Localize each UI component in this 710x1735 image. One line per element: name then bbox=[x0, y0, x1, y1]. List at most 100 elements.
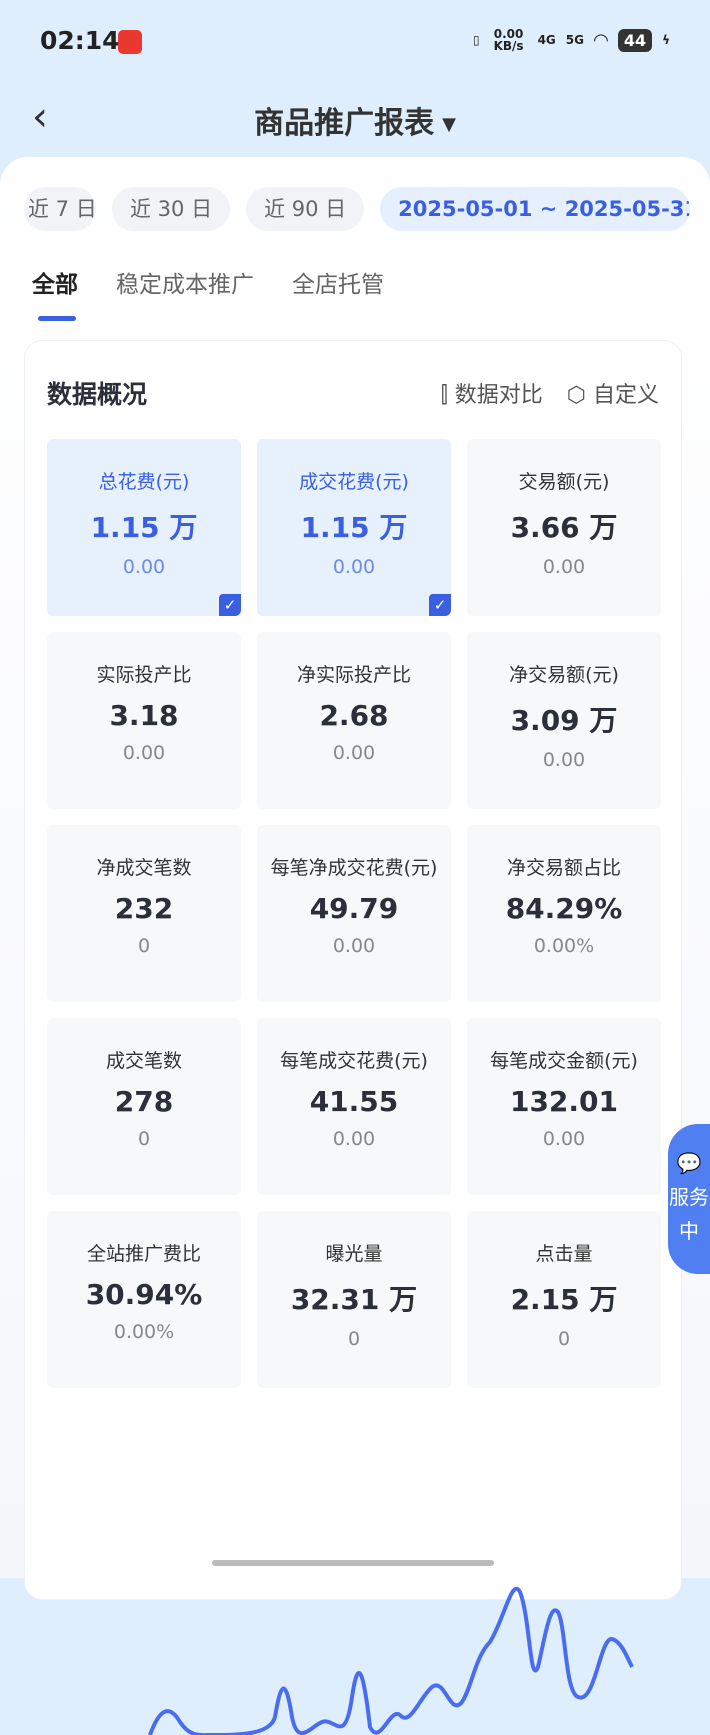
metric-value: 3.66 万 bbox=[510, 511, 618, 544]
metric-tile[interactable]: 交易额(元) 3.66 万 0.00 bbox=[467, 439, 661, 616]
metric-tile[interactable]: 实际投产比 3.18 0.00 bbox=[47, 632, 241, 809]
metric-value: 232 bbox=[114, 892, 174, 925]
metric-compare-value: 0.00 bbox=[332, 556, 376, 578]
metric-tile[interactable]: 成交花费(元) 1.15 万 0.00 ✓ bbox=[257, 439, 451, 616]
metrics-grid: 总花费(元) 1.15 万 0.00 ✓ 成交花费(元) 1.15 万 0.00 ✓ 交易额(元… bbox=[47, 439, 661, 1388]
page-title[interactable]: 商品推广报表 ▼ bbox=[0, 98, 710, 142]
metric-tile[interactable]: 净交易额(元) 3.09 万 0.00 bbox=[467, 632, 661, 809]
metric-label: 成交花费(元) bbox=[299, 471, 409, 493]
metric-tile[interactable]: 每笔成交花费(元) 41.55 0.00 bbox=[257, 1018, 451, 1195]
tabs: 全部 稳定成本推广 全店托管 bbox=[32, 265, 384, 321]
metric-label: 每笔成交花费(元) bbox=[280, 1050, 428, 1072]
metric-value: 1.15 万 bbox=[90, 511, 198, 544]
metric-compare-value: 0 bbox=[557, 1328, 571, 1350]
metric-compare-value: 0.00 bbox=[332, 1128, 376, 1150]
metric-label: 曝光量 bbox=[325, 1243, 383, 1265]
metric-compare-value: 0 bbox=[137, 935, 151, 957]
signal-5g-icon: 5G bbox=[565, 33, 584, 47]
metric-compare-value: 0.00 bbox=[542, 1128, 586, 1150]
customer-service-button[interactable]: 💬 服务中 bbox=[668, 1124, 710, 1274]
app-notification-icon bbox=[118, 30, 142, 54]
metric-value: 1.15 万 bbox=[300, 511, 408, 544]
metric-value: 2.15 万 bbox=[510, 1283, 618, 1316]
settings-hex-icon: ⬡ bbox=[566, 383, 593, 408]
metric-label: 净成交笔数 bbox=[96, 857, 192, 879]
signal-4g-icon: 4G bbox=[537, 33, 556, 47]
home-indicator[interactable] bbox=[212, 1560, 494, 1566]
chip-30-days[interactable]: 近 30 日 bbox=[112, 187, 231, 231]
chat-icon: 💬 bbox=[676, 1151, 702, 1175]
metric-value: 132.01 bbox=[509, 1085, 619, 1118]
metric-compare-value: 0.00 bbox=[122, 556, 166, 578]
metric-value: 3.18 bbox=[109, 699, 179, 732]
chip-custom-range[interactable]: 2025-05-01 ~ 2025-05-31 bbox=[380, 187, 691, 231]
charging-icon: ϟ bbox=[662, 33, 670, 47]
metric-value: 84.29% bbox=[505, 892, 623, 925]
metric-compare-value: 0.00% bbox=[113, 1321, 175, 1343]
metric-label: 净实际投产比 bbox=[296, 664, 411, 686]
vibrate-icon: ▯ bbox=[472, 33, 480, 47]
metric-label: 实际投产比 bbox=[96, 664, 192, 686]
metric-compare-value: 0.00 bbox=[122, 742, 166, 764]
metric-label: 交易额(元) bbox=[518, 471, 610, 493]
chip-7-days[interactable]: 近 7 日 bbox=[24, 187, 96, 231]
metric-compare-value: 0.00 bbox=[332, 742, 376, 764]
metric-value: 278 bbox=[114, 1085, 174, 1118]
metric-tile[interactable]: 每笔成交金额(元) 132.01 0.00 bbox=[467, 1018, 661, 1195]
metric-label: 总花费(元) bbox=[98, 471, 190, 493]
metric-tile[interactable]: 总花费(元) 1.15 万 0.00 ✓ bbox=[47, 439, 241, 616]
compare-button[interactable]: ⫿ 数据对比 bbox=[441, 377, 543, 409]
metric-tile[interactable]: 净实际投产比 2.68 0.00 bbox=[257, 632, 451, 809]
metric-compare-value: 0 bbox=[137, 1128, 151, 1150]
page-title-text: 商品推广报表 bbox=[254, 106, 435, 141]
metric-compare-value: 0.00 bbox=[542, 749, 586, 771]
metric-label: 净交易额占比 bbox=[506, 857, 621, 879]
tab-stable-cost[interactable]: 稳定成本推广 bbox=[116, 272, 254, 298]
chip-90-days[interactable]: 近 90 日 bbox=[246, 187, 365, 231]
metric-value: 49.79 bbox=[309, 892, 399, 925]
checkmark-icon: ✓ bbox=[219, 594, 241, 616]
date-range-chips: 近 7 日 近 30 日 近 90 日 2025-05-01 ~ 2025-05… bbox=[24, 187, 691, 231]
metric-value: 2.68 bbox=[319, 699, 389, 732]
metric-value: 3.09 万 bbox=[510, 704, 618, 737]
metric-compare-value: 0 bbox=[347, 1328, 361, 1350]
back-icon[interactable]: ‹ bbox=[32, 94, 48, 140]
checkmark-icon: ✓ bbox=[429, 594, 451, 616]
net-speed: 0.00 KB/s bbox=[493, 27, 524, 53]
compare-icon: ⫿ bbox=[440, 383, 455, 408]
metric-value: 30.94% bbox=[85, 1278, 203, 1311]
metric-value: 41.55 bbox=[309, 1085, 399, 1118]
metric-label: 全站推广费比 bbox=[86, 1243, 201, 1265]
metric-label: 点击量 bbox=[535, 1243, 593, 1265]
nav-bar: ‹ 商品推广报表 ▼ bbox=[0, 80, 710, 156]
metric-label: 每笔成交金额(元) bbox=[490, 1050, 638, 1072]
metric-tile[interactable]: 净交易额占比 84.29% 0.00% bbox=[467, 825, 661, 1002]
clock: 02:14 bbox=[40, 26, 120, 55]
caret-down-icon: ▼ bbox=[442, 114, 456, 135]
metric-compare-value: 0.00% bbox=[533, 935, 595, 957]
overview-card: 数据概况 ⫿ 数据对比 ⬡ 自定义 总花费(元) 1.15 万 0.00 ✓ 成交花费(… bbox=[24, 340, 682, 1600]
tab-store-managed[interactable]: 全店托管 bbox=[292, 272, 384, 298]
status-bar: 02:14 ▯ 0.00 KB/s 4G 5G ◠ 44 ϟ bbox=[0, 0, 710, 80]
compare-label: 数据对比 bbox=[454, 383, 543, 408]
status-icons: ▯ 0.00 KB/s 4G 5G ◠ 44 ϟ bbox=[473, 28, 670, 52]
overview-title: 数据概况 bbox=[47, 380, 148, 409]
content-sheet: 近 7 日 近 30 日 近 90 日 2025-05-01 ~ 2025-05… bbox=[0, 157, 710, 1735]
metric-label: 净交易额(元) bbox=[509, 664, 619, 686]
customize-button[interactable]: ⬡ 自定义 bbox=[567, 377, 659, 409]
trend-chart bbox=[148, 1587, 634, 1735]
wifi-icon: ◠ bbox=[593, 29, 608, 51]
metric-tile[interactable]: 每笔净成交花费(元) 49.79 0.00 bbox=[257, 825, 451, 1002]
metric-tile[interactable]: 全站推广费比 30.94% 0.00% bbox=[47, 1211, 241, 1388]
metric-label: 成交笔数 bbox=[105, 1050, 182, 1072]
metric-value: 32.31 万 bbox=[290, 1283, 418, 1316]
metric-tile[interactable]: 曝光量 32.31 万 0 bbox=[257, 1211, 451, 1388]
metric-label: 每笔净成交花费(元) bbox=[270, 857, 438, 879]
metric-tile[interactable]: 净成交笔数 232 0 bbox=[47, 825, 241, 1002]
metric-compare-value: 0.00 bbox=[332, 935, 376, 957]
tab-all[interactable]: 全部 bbox=[32, 265, 78, 321]
battery-icon: 44 bbox=[617, 28, 653, 52]
service-label: 服务中 bbox=[669, 1185, 709, 1243]
metric-tile[interactable]: 点击量 2.15 万 0 bbox=[467, 1211, 661, 1388]
metric-tile[interactable]: 成交笔数 278 0 bbox=[47, 1018, 241, 1195]
